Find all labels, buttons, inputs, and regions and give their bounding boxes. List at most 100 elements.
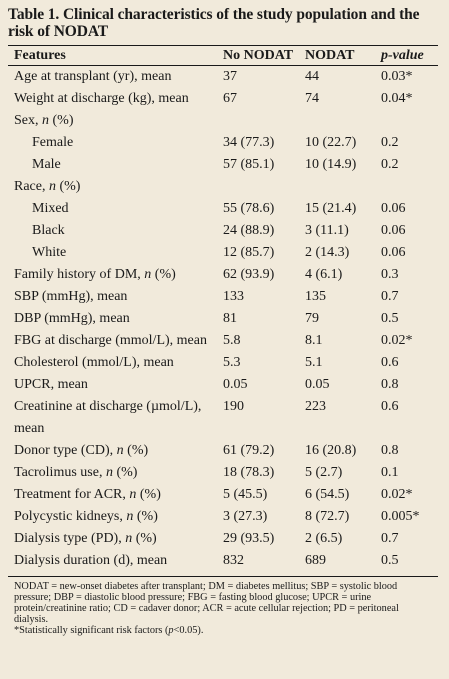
feature-cell: Cholesterol (mmol/L), mean: [14, 355, 174, 370]
table-row: Cholesterol (mmol/L), mean 5.3 5.1 0.6: [8, 352, 438, 374]
p-value-cell: 0.005*: [381, 509, 420, 524]
nodat-cell: 8.1: [305, 333, 323, 348]
p-value-cell: 0.3: [381, 267, 399, 282]
nodat-cell: 2 (14.3): [305, 245, 350, 260]
nodat-cell: 2 (6.5): [305, 531, 343, 546]
no-nodat-cell: 133: [223, 289, 244, 304]
footnote-significance: *Statistically significant risk factors …: [14, 625, 204, 636]
p-value-cell: 0.5: [381, 311, 399, 326]
table-row: Tacrolimus use, n (%) 18 (78.3) 5 (2.7) 0.1: [8, 462, 438, 484]
p-value-cell: 0.2: [381, 135, 399, 150]
no-nodat-cell: 3 (27.3): [223, 509, 268, 524]
no-nodat-cell: 5.8: [223, 333, 241, 348]
p-value-cell: 0.6: [381, 355, 399, 370]
table-row: Female 34 (77.3) 10 (22.7) 0.2: [8, 132, 438, 154]
no-nodat-cell: 190: [223, 399, 244, 414]
header-no-nodat: No NODAT: [223, 48, 294, 63]
p-value-cell: 0.7: [381, 289, 399, 304]
no-nodat-cell: 57 (85.1): [223, 157, 275, 172]
table-row: Treatment for ACR, n (%) 5 (45.5) 6 (54.5)…: [8, 484, 438, 506]
no-nodat-cell: 18 (78.3): [223, 465, 275, 480]
header-features: Features: [14, 48, 66, 63]
table-row: FBG at discharge (mmol/L), mean 5.8 8.1 0.0…: [8, 330, 438, 352]
nodat-cell: 15 (21.4): [305, 201, 357, 216]
feature-cell: Dialysis type (PD), n (%): [14, 531, 157, 546]
table-row: Black 24 (88.9) 3 (11.1) 0.06: [8, 220, 438, 242]
no-nodat-cell: 34 (77.3): [223, 135, 275, 150]
no-nodat-cell: 81: [223, 311, 237, 326]
p-value-cell: 0.06: [381, 245, 406, 260]
table-row: Family history of DM, n (%) 62 (93.9) 4 (6…: [8, 264, 438, 286]
table-row: Mixed 55 (78.6) 15 (21.4) 0.06: [8, 198, 438, 220]
feature-cell: Polycystic kidneys, n (%): [14, 509, 158, 524]
table-row: UPCR, mean 0.05 0.05 0.8: [8, 374, 438, 396]
no-nodat-cell: 5.3: [223, 355, 241, 370]
nodat-cell: 16 (20.8): [305, 443, 357, 458]
feature-cell: Sex, n (%): [14, 113, 74, 128]
feature-cell: Female: [32, 135, 74, 150]
nodat-cell: 689: [305, 553, 326, 568]
p-value-cell: 0.5: [381, 553, 399, 568]
p-value-cell: 0.8: [381, 377, 399, 392]
nodat-cell: [300, 110, 376, 132]
p-value-cell: 0.8: [381, 443, 399, 458]
no-nodat-cell: 5 (45.5): [223, 487, 268, 502]
table-row: DBP (mmHg), mean 81 79 0.5: [8, 308, 438, 330]
nodat-cell: 44: [305, 69, 319, 84]
nodat-cell: 4 (6.1): [305, 267, 343, 282]
p-value-cell: 0.04*: [381, 91, 413, 106]
table-row: Dialysis duration (d), mean 832 689 0.5: [8, 550, 438, 572]
p-value-cell: 0.6: [381, 399, 399, 414]
table-row: Weight at discharge (kg), mean 67 74 0.04*: [8, 88, 438, 110]
nodat-cell: 3 (11.1): [305, 223, 349, 238]
nodat-cell: 5 (2.7): [305, 465, 343, 480]
p-value-cell: 0.1: [381, 465, 399, 480]
table-header: Features No NODAT NODAT p-value: [8, 46, 438, 65]
feature-cell: Male: [32, 157, 61, 172]
nodat-cell: 79: [305, 311, 319, 326]
no-nodat-cell: 0.05: [223, 377, 248, 392]
no-nodat-cell: [218, 176, 300, 198]
feature-cell: FBG at discharge (mmol/L), mean: [14, 333, 207, 348]
feature-cell: Family history of DM, n (%): [14, 267, 176, 282]
p-value-cell: 0.06: [381, 201, 406, 216]
header-p-value: p-value: [381, 48, 424, 63]
nodat-cell: 0.05: [305, 377, 330, 392]
no-nodat-cell: 37: [223, 69, 237, 84]
nodat-cell: [300, 176, 376, 198]
table-row: Sex, n (%): [8, 110, 438, 132]
table-row: SBP (mmHg), mean 133 135 0.7: [8, 286, 438, 308]
nodat-cell: 10 (14.9): [305, 157, 357, 172]
table-title: Table 1. Clinical characteristics of the…: [8, 6, 420, 40]
feature-cell: Age at transplant (yr), mean: [14, 69, 172, 84]
table-row: White 12 (85.7) 2 (14.3) 0.06: [8, 242, 438, 264]
feature-cell: Tacrolimus use, n (%): [14, 465, 138, 480]
footnote-abbreviations: NODAT = new-onset diabetes after transpl…: [14, 581, 399, 625]
no-nodat-cell: 12 (85.7): [223, 245, 275, 260]
table-row: Polycystic kidneys, n (%) 3 (27.3) 8 (72.7…: [8, 506, 438, 528]
nodat-cell: 223: [305, 399, 326, 414]
feature-cell: UPCR, mean: [14, 377, 88, 392]
no-nodat-cell: 61 (79.2): [223, 443, 275, 458]
table-row: Dialysis type (PD), n (%) 29 (93.5) 2 (6.5…: [8, 528, 438, 550]
no-nodat-cell: 62 (93.9): [223, 267, 275, 282]
header-rule: [8, 65, 438, 66]
top-rule: [8, 45, 438, 46]
p-value-cell: 0.06: [381, 223, 406, 238]
p-value-cell: [376, 110, 438, 132]
feature-cell: Weight at discharge (kg), mean: [14, 91, 189, 106]
no-nodat-cell: 55 (78.6): [223, 201, 275, 216]
feature-cell: DBP (mmHg), mean: [14, 311, 130, 326]
table-footnote: NODAT = new-onset diabetes after transpl…: [8, 577, 438, 636]
header-nodat: NODAT: [305, 48, 355, 63]
nodat-cell: 5.1: [305, 355, 323, 370]
no-nodat-cell: [218, 110, 300, 132]
nodat-cell: 10 (22.7): [305, 135, 357, 150]
feature-cell: Creatinine at discharge (µmol/L), mean: [14, 399, 202, 436]
table-row: Creatinine at discharge (µmol/L), mean 19…: [8, 396, 438, 440]
table-row: Age at transplant (yr), mean 37 44 0.03*: [8, 66, 438, 88]
feature-cell: White: [32, 245, 67, 260]
table-row: Male 57 (85.1) 10 (14.9) 0.2: [8, 154, 438, 176]
feature-cell: Black: [32, 223, 65, 238]
